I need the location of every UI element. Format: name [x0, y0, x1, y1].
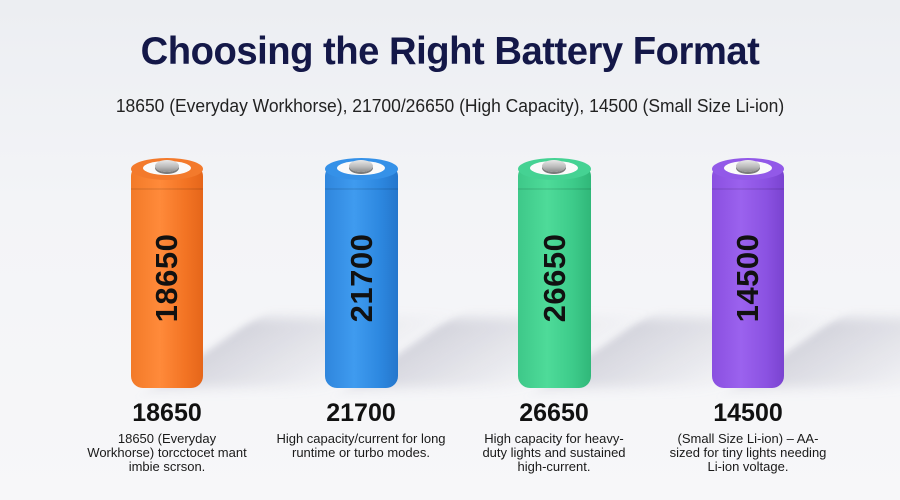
- battery-printed-label: 26650: [536, 233, 572, 323]
- battery-groove: [131, 188, 203, 190]
- battery-body: [325, 166, 398, 388]
- battery-description: (Small Size Li-ion) – AA-sized for tiny …: [669, 431, 827, 474]
- battery-cap: [325, 158, 398, 180]
- battery-printed-label: 21700: [343, 233, 379, 323]
- battery-name: 26650: [519, 399, 589, 427]
- battery-14500-image: 14500: [712, 158, 784, 388]
- battery-body: [518, 166, 591, 388]
- battery-info-26650: 26650 High capacity for heavy-duty light…: [439, 398, 669, 474]
- battery-printed-label: 18650: [149, 233, 184, 323]
- battery-body: [712, 166, 784, 388]
- battery-cap: [131, 158, 203, 180]
- positive-terminal-icon: [542, 160, 566, 172]
- battery-info-18650: 18650 18650 (Everyday Workhorse) torccto…: [52, 398, 282, 474]
- battery-18650-image: 18650: [131, 158, 203, 388]
- page-subtitle: 18650 (Everyday Workhorse), 21700/26650 …: [115, 96, 785, 116]
- battery-description: High capacity for heavy-duty lights and …: [482, 431, 626, 474]
- battery-info-14500: 14500 (Small Size Li-ion) – AA-sized for…: [633, 398, 863, 474]
- battery-cap: [712, 158, 784, 180]
- positive-terminal-icon: [736, 160, 760, 172]
- battery-info-21700: 21700 High capacity/current for long run…: [246, 398, 476, 460]
- battery-description: 18650 (Everyday Workhorse) torcctocet ma…: [87, 431, 247, 474]
- battery-name: 18650: [132, 399, 202, 427]
- battery-21700-image: 21700: [325, 158, 398, 388]
- battery-26650-image: 26650: [518, 158, 591, 388]
- battery-description: High capacity/current for long runtime o…: [276, 431, 446, 460]
- battery-groove: [325, 188, 398, 190]
- battery-body: [131, 166, 203, 388]
- battery-printed-label: 14500: [730, 233, 765, 323]
- battery-name: 21700: [326, 399, 396, 427]
- battery-groove: [518, 188, 591, 190]
- positive-terminal-icon: [155, 160, 179, 172]
- battery-name: 14500: [713, 399, 783, 427]
- battery-cap: [518, 158, 591, 180]
- page-title: Choosing the Right Battery Format: [140, 30, 760, 73]
- positive-terminal-icon: [349, 160, 373, 172]
- battery-groove: [712, 188, 784, 190]
